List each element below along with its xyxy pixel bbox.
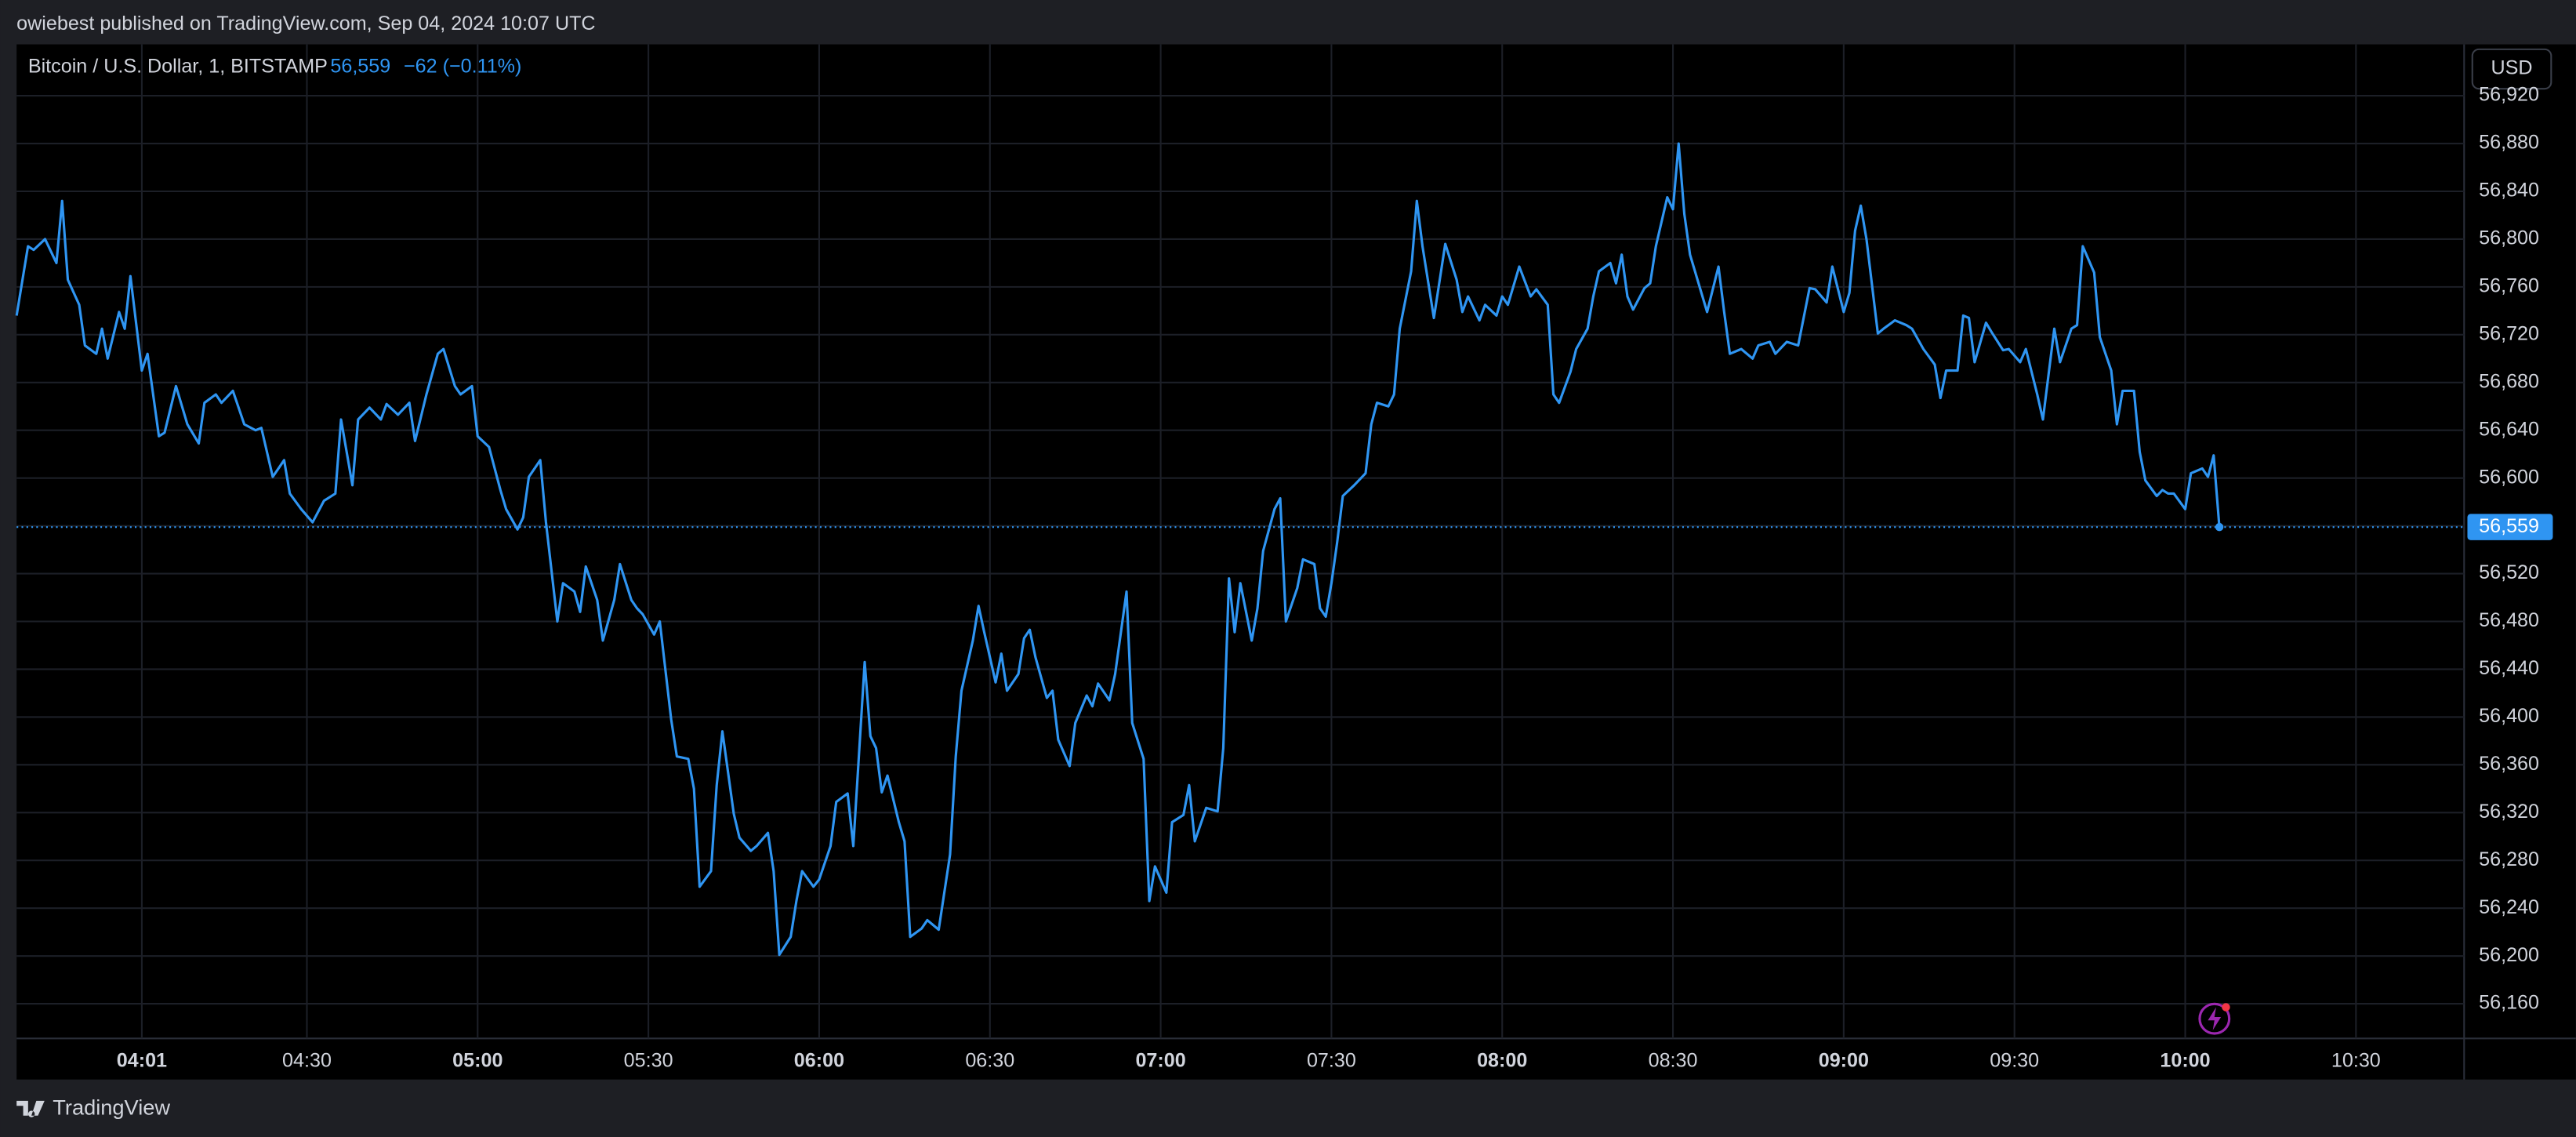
publish-info: owiebest published on TradingView.com, S… (16, 13, 595, 35)
x-tick-label: 06:00 (794, 1049, 844, 1071)
y-tick-label: 56,160 (2479, 992, 2539, 1014)
y-tick-label: 56,440 (2479, 657, 2539, 679)
legend-price: 56,559 (330, 56, 390, 78)
currency-label[interactable]: USD (2491, 57, 2533, 79)
x-tick-label: 07:00 (1135, 1049, 1185, 1071)
price-line (15, 142, 2221, 957)
y-tick-label: 56,640 (2479, 418, 2539, 440)
x-tick-label: 08:30 (1649, 1049, 1698, 1071)
x-tick-label: 05:00 (452, 1049, 503, 1071)
x-tick-label: 08:00 (1477, 1049, 1527, 1071)
y-tick-label: 56,600 (2479, 466, 2539, 488)
x-tick-label: 10:30 (2331, 1049, 2381, 1071)
alert-dot[interactable] (2222, 1003, 2230, 1012)
x-tick-label: 06:30 (965, 1049, 1014, 1071)
y-tick-label: 56,680 (2479, 370, 2539, 392)
y-tick-label: 56,720 (2479, 322, 2539, 344)
x-tick-label: 04:30 (282, 1049, 332, 1071)
brand-logo (16, 1100, 45, 1117)
y-tick-label: 56,800 (2479, 227, 2539, 249)
plot (15, 44, 2465, 1039)
y-tick-label: 56,480 (2479, 609, 2539, 631)
symbol-title: Bitcoin / U.S. Dollar, 1, BITSTAMP (28, 56, 328, 78)
y-tick-label: 56,920 (2479, 84, 2539, 106)
y-tick-label: 56,320 (2479, 801, 2539, 823)
chart-pane (16, 44, 2576, 1080)
alert-icon[interactable] (2198, 1002, 2231, 1035)
x-tick-label: 04:01 (117, 1049, 167, 1071)
y-tick-label: 56,760 (2479, 275, 2539, 297)
y-tick-label: 56,360 (2479, 753, 2539, 775)
brand-name: TradingView (53, 1095, 170, 1120)
y-tick-label: 56,200 (2479, 944, 2539, 966)
y-tick-label: 56,520 (2479, 561, 2539, 583)
y-tick-label: 56,240 (2479, 896, 2539, 918)
x-tick-label: 09:30 (1990, 1049, 2039, 1071)
currency-button[interactable] (2471, 48, 2552, 90)
alert-bolt[interactable] (2208, 1007, 2222, 1030)
last-price-label: 56,559 (2479, 515, 2539, 537)
x-tick-label: 07:30 (1307, 1049, 1356, 1071)
y-tick-label: 56,280 (2479, 848, 2539, 870)
y-tick-label: 56,880 (2479, 132, 2539, 154)
x-tick-label: 09:00 (1819, 1049, 1869, 1071)
last-price-tag (2467, 514, 2553, 540)
x-tick-label: 05:30 (624, 1049, 673, 1071)
y-tick-label: 56,840 (2479, 180, 2539, 202)
legend-change: −62 (−0.11%) (404, 56, 521, 78)
x-tick-label: 10:00 (2160, 1049, 2210, 1071)
alert-ring[interactable] (2198, 1002, 2231, 1035)
logo-mark (16, 1100, 45, 1117)
y-tick-label: 56,400 (2479, 705, 2539, 727)
